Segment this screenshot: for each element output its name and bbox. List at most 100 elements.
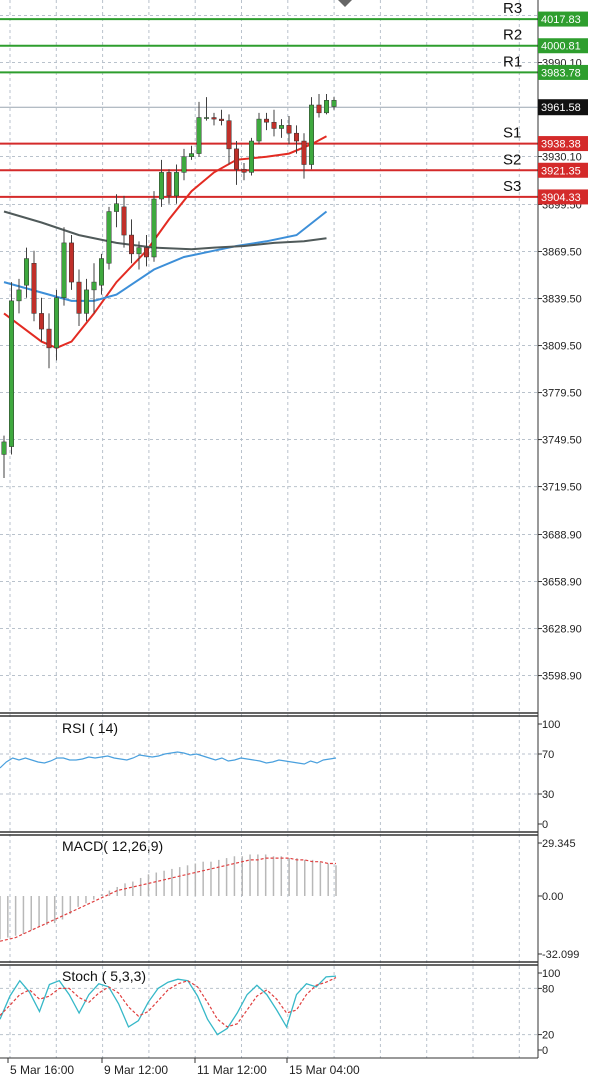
macd-tick-label: -32.099 xyxy=(542,949,579,961)
candle-body xyxy=(219,118,224,121)
rsi-tick-label: 100 xyxy=(542,719,560,731)
candle-body xyxy=(9,300,14,447)
candle-body xyxy=(286,125,292,134)
scroll-marker-icon xyxy=(338,0,352,7)
price-tick-label: 3658.90 xyxy=(542,577,582,589)
candle-body xyxy=(144,247,149,258)
pivot-level-tag xyxy=(538,64,588,80)
candle-body xyxy=(151,198,157,258)
candle-body xyxy=(129,234,134,255)
pivot-level-value: 3921.35 xyxy=(541,165,581,177)
candle-body xyxy=(174,172,179,197)
pivot-level-name: R3 xyxy=(503,0,522,17)
pivot-level-name: S3 xyxy=(503,178,521,195)
rsi-line xyxy=(0,751,337,769)
candle-body xyxy=(211,117,217,120)
candle-body xyxy=(69,242,74,283)
candle-body xyxy=(301,140,307,165)
candle-body xyxy=(166,172,172,197)
rsi-tick-label: 30 xyxy=(542,789,554,801)
candle-body xyxy=(249,140,254,173)
rsi-title: RSI ( 14) xyxy=(62,720,118,736)
stoch-main-line xyxy=(0,975,337,1036)
candle-body xyxy=(279,125,284,129)
price-tick-label: 3809.50 xyxy=(542,341,582,353)
price-tick-label: 3869.50 xyxy=(542,247,582,259)
stoch-tick-label: 0 xyxy=(542,1045,548,1057)
candle-body xyxy=(84,289,89,314)
price-tick-label: 3779.50 xyxy=(542,388,582,400)
candle-body xyxy=(24,258,29,286)
candle-body xyxy=(204,117,209,119)
candle-body xyxy=(99,258,104,286)
moving-average-line xyxy=(3,210,327,251)
candle-body xyxy=(234,148,239,170)
candle-body xyxy=(309,104,314,165)
candle-body xyxy=(39,313,44,330)
macd-title: MACD( 12,26,9) xyxy=(62,838,163,854)
time-axis-label: 5 Mar 16:00 xyxy=(10,1063,74,1077)
candle-body xyxy=(54,297,59,349)
candle-body xyxy=(31,263,37,314)
candle-body xyxy=(121,206,127,236)
price-tick-label: 3749.50 xyxy=(542,435,582,447)
candle-body xyxy=(294,132,299,142)
candle-body xyxy=(1,441,7,455)
candle-body xyxy=(324,100,329,114)
candle-body xyxy=(316,104,322,114)
time-axis-label: 11 Mar 12:00 xyxy=(197,1063,267,1077)
moving-average-line xyxy=(3,210,328,302)
price-tick-label: 3930.10 xyxy=(542,152,582,164)
current-price-label: 3961.58 xyxy=(541,102,581,114)
candle-body xyxy=(106,211,112,264)
pivot-level-name: R2 xyxy=(503,27,522,44)
pivot-level-value: 3904.33 xyxy=(541,192,581,204)
candle-body xyxy=(159,172,164,200)
price-tick-label: 3839.50 xyxy=(542,294,582,306)
price-tick-label: 3719.50 xyxy=(542,482,582,494)
candle-body xyxy=(189,153,194,157)
pivot-level-name: S1 xyxy=(503,125,521,142)
candle-body xyxy=(91,281,97,291)
price-tick-label: 3628.90 xyxy=(542,624,582,636)
candle-body xyxy=(76,281,82,314)
pivot-level-value: 4017.83 xyxy=(541,14,581,26)
stoch-tick-label: 80 xyxy=(542,983,554,995)
rsi-tick-label: 70 xyxy=(542,749,554,761)
pivot-level-name: S2 xyxy=(503,151,521,168)
candle-body xyxy=(256,118,262,142)
pivot-level-tag xyxy=(538,136,588,152)
moving-average-line xyxy=(3,135,327,349)
rsi-tick-label: 0 xyxy=(542,819,548,831)
pivot-level-tag xyxy=(538,11,588,27)
candle-body xyxy=(264,118,269,123)
pivot-level-tag xyxy=(538,38,588,54)
pivot-level-value: 4000.81 xyxy=(541,41,581,53)
time-axis-label: 15 Mar 04:00 xyxy=(289,1063,360,1077)
stoch-tick-label: 20 xyxy=(542,1030,554,1042)
candle-body xyxy=(181,156,187,173)
candle-body xyxy=(331,100,337,107)
candle-body xyxy=(16,289,22,302)
price-tick-label: 3688.90 xyxy=(542,530,582,542)
stoch-tick-label: 100 xyxy=(542,968,560,980)
pivot-level-tag xyxy=(538,162,588,178)
macd-tick-label: 0.00 xyxy=(542,891,563,903)
candle-body xyxy=(271,121,277,129)
current-price-tag xyxy=(538,99,588,116)
macd-tick-label: 29.345 xyxy=(542,838,576,850)
pivot-level-value: 3983.78 xyxy=(541,67,581,79)
candle-body xyxy=(136,247,142,255)
candle-body xyxy=(61,242,67,298)
candle-body xyxy=(114,203,119,212)
candle-body xyxy=(46,328,52,349)
pivot-level-name: R1 xyxy=(503,53,522,70)
time-axis-label: 9 Mar 12:00 xyxy=(104,1063,168,1077)
candle-body xyxy=(241,168,247,173)
stoch-signal-line xyxy=(0,977,337,1028)
candle-body xyxy=(226,120,232,150)
stoch-title: Stoch ( 5,3,3) xyxy=(62,968,146,984)
pivot-level-value: 3938.38 xyxy=(541,139,581,151)
